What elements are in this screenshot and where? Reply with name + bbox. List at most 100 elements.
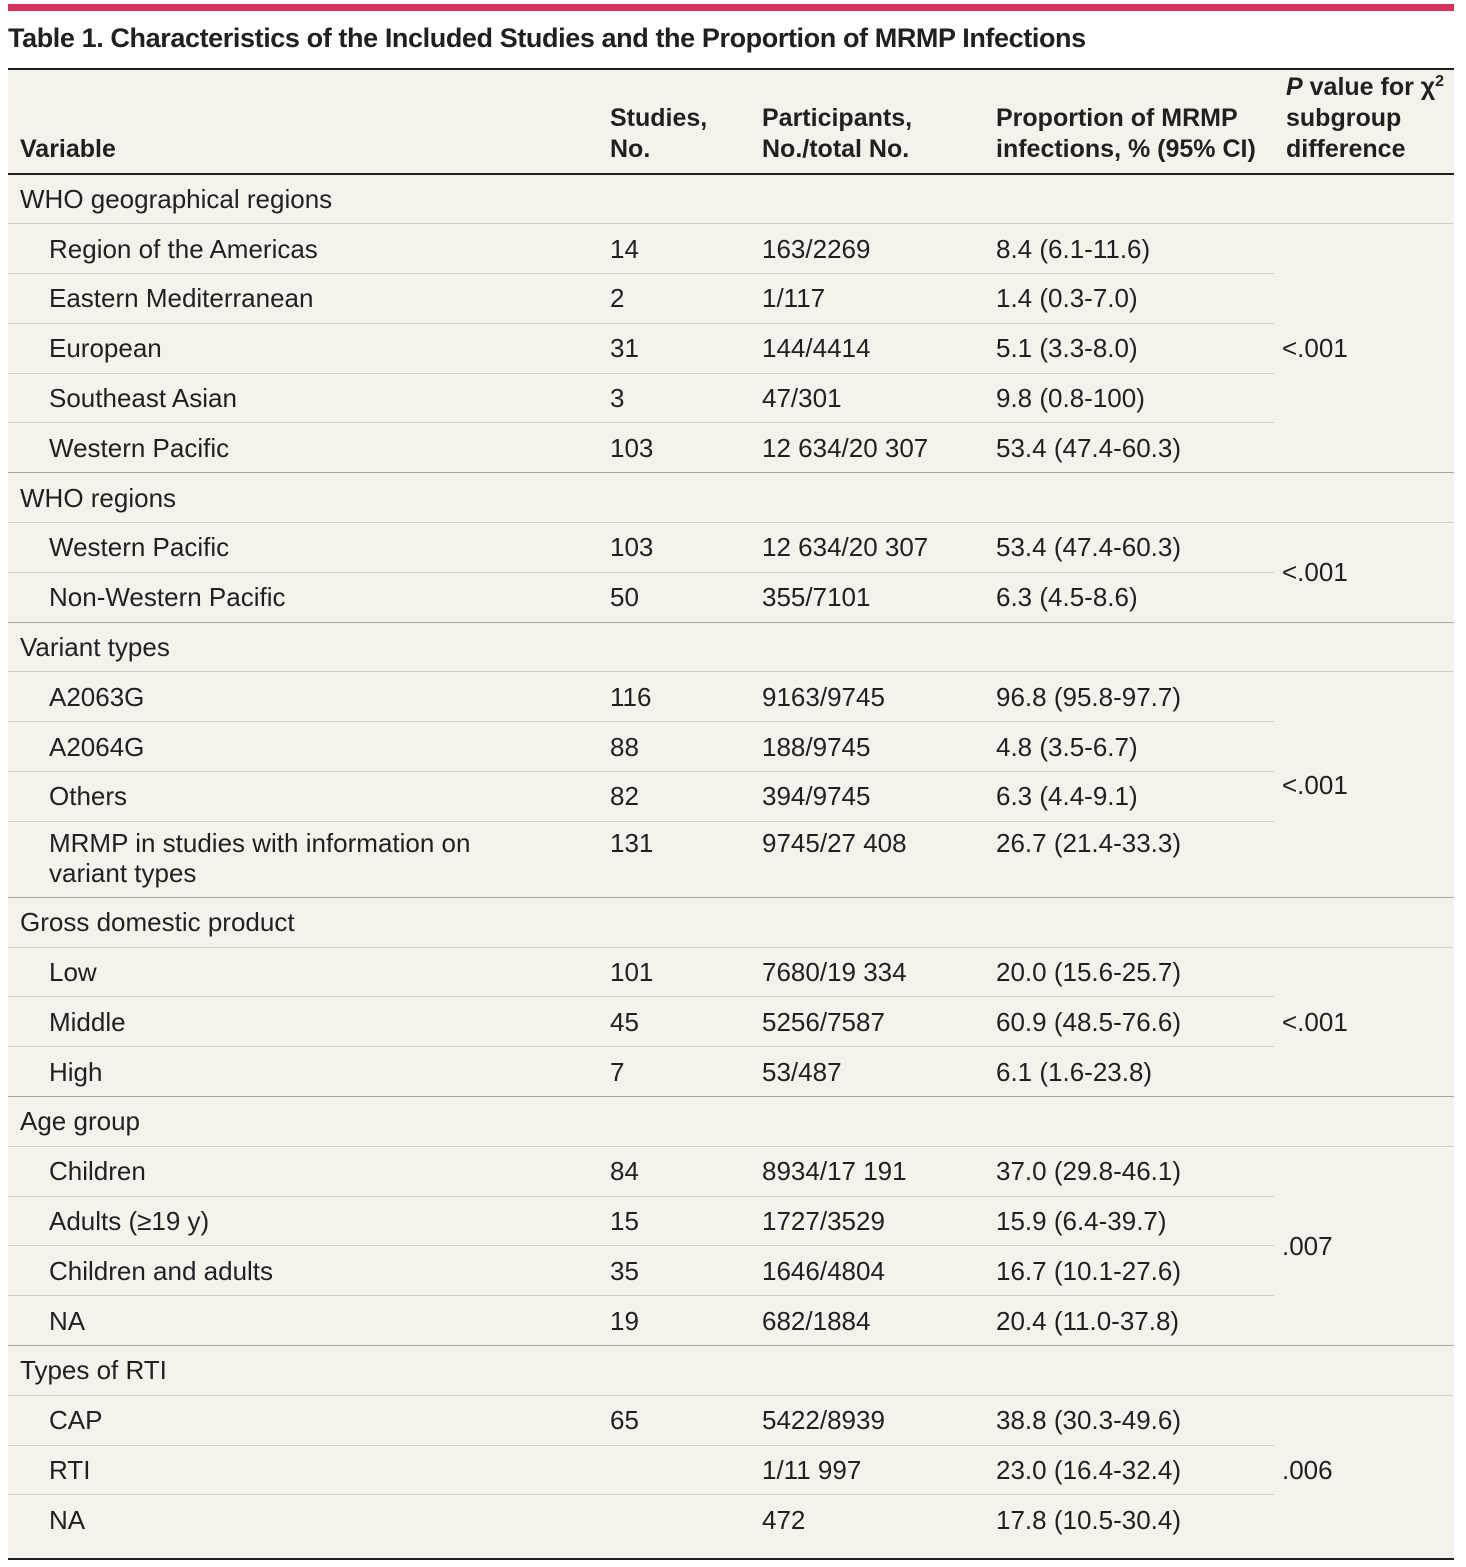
cell-participants: 1/117 [750,273,984,324]
cell-studies [598,1444,750,1495]
cell-proportion: 20.4 (11.0-37.8) [984,1295,1274,1346]
cell-pvalue: <.001 [1274,522,1454,623]
table-body: WHO geographical regions Region of the Am… [8,174,1454,1545]
cell-variable: MRMP in studies with information on vari… [8,820,598,898]
cell-proportion: 96.8 (95.8-97.7) [984,671,1274,722]
header-variable: Variable [8,70,598,175]
cell-studies: 15 [598,1195,750,1246]
cell-studies: 7 [598,1046,750,1097]
cell-studies: 2 [598,273,750,324]
cell-proportion: 60.9 (48.5-76.6) [984,996,1274,1047]
cell-variable: Western Pacific [8,422,598,473]
header-pvalue-text: value for χ [1302,73,1436,101]
cell-studies: 65 [598,1394,750,1446]
cell-variable: RTI [8,1444,598,1495]
cell-participants: 5256/7587 [750,996,984,1047]
cell-variable: European [8,322,598,374]
header-pvalue-line2: subgroup difference [1286,104,1406,163]
table-row: Children 84 8934/17 191 37.0 (29.8-46.1) .00… [8,1145,1454,1346]
table-row: Southeast Asian 3 47/301 9.8 (0.8-100) [8,372,1454,423]
cell-participants: 5422/8939 [750,1394,984,1446]
table-row: Non-Western Pacific 50 355/7101 6.3 (4.5-8.… [8,571,1454,623]
cell-studies: 3 [598,372,750,423]
table-row: Western Pacific 103 12 634/20 307 53.4 (47.… [8,522,1454,623]
header-pvalue-italic: P [1286,73,1303,101]
cell-studies: 19 [598,1295,750,1346]
accent-rule [8,4,1454,11]
header-pvalue-sup: 2 [1435,73,1445,90]
cell-participants: 163/2269 [750,223,984,274]
group-label: Variant types [8,621,1454,672]
table-row: Western Pacific 103 12 634/20 307 53.4 (47.… [8,422,1454,473]
cell-variable: Children and adults [8,1245,598,1296]
cell-studies: 82 [598,771,750,822]
cell-studies: 88 [598,721,750,772]
cell-proportion: 5.1 (3.3-8.0) [984,322,1274,374]
group-header-row: WHO regions [8,472,1454,523]
cell-variable: Adults (≥19 y) [8,1195,598,1246]
cell-participants: 355/7101 [750,571,984,623]
cell-pvalue: .007 [1274,1145,1454,1346]
header-participants: Participants, No./total No. [750,70,984,175]
cell-participants: 1646/4804 [750,1245,984,1296]
table-row: Low 101 7680/19 334 20.0 (15.6-25.7) <.001 [8,946,1454,1097]
cell-studies [598,1494,750,1545]
cell-variable: Middle [8,996,598,1047]
group-label: WHO geographical regions [20,184,333,215]
cell-studies: 14 [598,223,750,274]
cell-variable: NA [8,1295,598,1346]
cell-participants: 8934/17 191 [750,1145,984,1197]
header-proportion: Proportion of MRMP infections, % (95% CI… [984,70,1274,175]
cell-participants: 9163/9745 [750,671,984,722]
cell-studies: 50 [598,571,750,623]
cell-participants: 47/301 [750,372,984,423]
cell-proportion: 4.8 (3.5-6.7) [984,721,1274,772]
cell-studies: 45 [598,996,750,1047]
header-pvalue: P value for χ2 subgroup difference [1274,70,1454,175]
table-header-row: Variable Studies, No. Participants, No./… [8,70,1454,175]
cell-proportion: 6.3 (4.4-9.1) [984,771,1274,822]
group-header-row: WHO geographical regions [8,174,1454,224]
cell-studies: 31 [598,322,750,374]
cell-participants: 12 634/20 307 [750,522,984,573]
data-table-container: Variable Studies, No. Participants, No./… [8,68,1454,1560]
cell-studies: 103 [598,422,750,473]
cell-proportion: 16.7 (10.1-27.6) [984,1245,1274,1296]
table-row: Region of the Americas 14 163/2269 8.4 (6.1… [8,223,1454,473]
group-label: Age group [8,1096,1454,1147]
cell-variable: Southeast Asian [8,372,598,423]
header-studies: Studies, No. [598,70,750,175]
cell-studies: 103 [598,522,750,573]
cell-variable: Region of the Americas [8,223,598,274]
cell-participants: 394/9745 [750,771,984,822]
cell-participants: 682/1884 [750,1295,984,1346]
cell-proportion: 6.3 (4.5-8.6) [984,571,1274,623]
cell-proportion: 37.0 (29.8-46.1) [984,1145,1274,1197]
cell-pvalue: <.001 [1274,223,1454,473]
cell-participants: 1/11 997 [750,1444,984,1495]
cell-variable: High [8,1046,598,1097]
table-row: Children and adults 35 1646/4804 16.7 (10.1… [8,1245,1454,1296]
cell-proportion: 17.8 (10.5-30.4) [984,1494,1274,1545]
table-row: A2064G 88 188/9745 4.8 (3.5-6.7) [8,721,1454,772]
cell-proportion: 1.4 (0.3-7.0) [984,273,1274,324]
table-row: Others 82 394/9745 6.3 (4.4-9.1) [8,771,1454,822]
cell-participants: 7680/19 334 [750,946,984,997]
table-row: CAP 65 5422/8939 38.8 (30.3-49.6) .006 [8,1394,1454,1545]
cell-proportion: 9.8 (0.8-100) [984,372,1274,423]
group-header-row: Variant types [8,621,1454,672]
cell-participants: 9745/27 408 [750,820,984,898]
cell-variable: A2063G [8,671,598,722]
cell-pvalue: <.001 [1274,671,1454,898]
cell-studies: 35 [598,1245,750,1296]
cell-proportion: 53.4 (47.4-60.3) [984,422,1274,473]
cell-proportion: 26.7 (21.4-33.3) [984,820,1274,898]
data-table: Variable Studies, No. Participants, No./… [8,70,1454,1545]
group-header-row: Age group [8,1096,1454,1147]
cell-variable: Children [8,1145,598,1197]
cell-participants: 12 634/20 307 [750,422,984,473]
table-row: A2063G 116 9163/9745 96.8 (95.8-97.7) <.001 [8,671,1454,898]
cell-pvalue: <.001 [1274,946,1454,1097]
cell-participants: 144/4414 [750,322,984,374]
table-row: MRMP in studies with information on vari… [8,820,1454,898]
